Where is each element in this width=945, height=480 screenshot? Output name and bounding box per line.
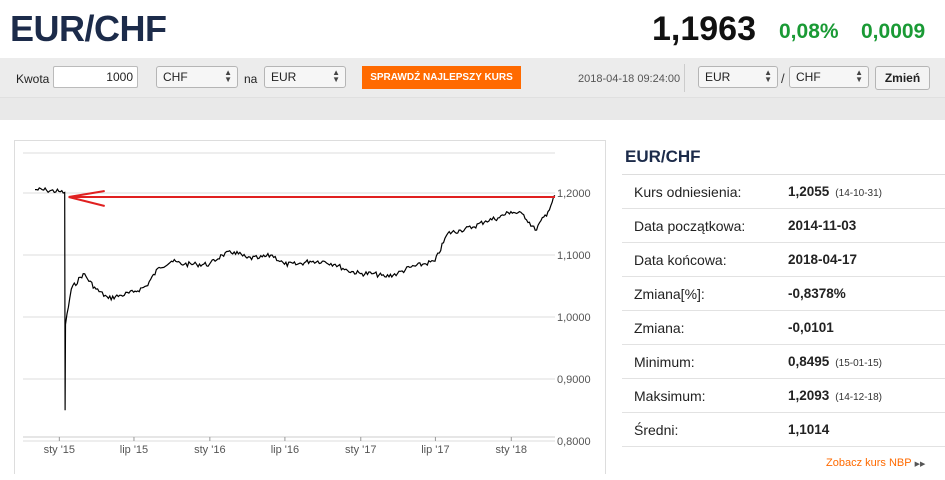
info-row-number: 1,2093 <box>788 388 830 403</box>
rate-chart: 1,2000 1,1000 1,0000 0,9000 0,8000 sty '15 lip… <box>23 152 591 456</box>
info-row-value: 2018-04-17 <box>788 252 863 267</box>
base-currency-value: EUR <box>705 70 731 84</box>
nbp-link-label: Zobacz kurs NBP <box>826 457 912 469</box>
from-currency-value: CHF <box>163 70 188 84</box>
header: EUR/CHF 1,1963 0,08% 0,0009 <box>0 0 945 58</box>
updown-arrow-icon: ▲ ▼ <box>224 68 232 84</box>
info-row-label: Minimum: <box>634 354 695 370</box>
info-row-label: Kurs odniesienia: <box>634 184 742 200</box>
info-row-value: 2014-11-03 <box>788 218 862 233</box>
current-rate: 1,1963 <box>652 10 756 48</box>
info-row-label: Data początkowa: <box>634 218 746 234</box>
info-row-number: -0,8378% <box>788 286 846 301</box>
pair-title: EUR/CHF <box>10 8 167 49</box>
info-row-label: Data końcowa: <box>634 252 727 268</box>
y-tick-label: 1,1000 <box>557 250 591 262</box>
divider <box>684 64 685 92</box>
info-row: Zmiana: -0,0101 <box>622 311 945 345</box>
info-row-number: 1,2055 <box>788 184 830 199</box>
info-row-number: 2014-11-03 <box>788 218 857 233</box>
info-row-value: 1,2055 (14-10-31) <box>788 184 882 199</box>
rate-timestamp: 2018-04-18 09:24:00 <box>578 73 681 85</box>
change-absolute: 0,0009 <box>861 20 926 43</box>
info-title: EUR/CHF <box>622 142 945 175</box>
nbp-link[interactable]: Zobacz kurs NBP ▶▶ <box>826 457 925 469</box>
updown-arrow-icon: ▲ ▼ <box>332 68 340 84</box>
chart-panel: 1,2000 1,1000 1,0000 0,9000 0,8000 sty '15 lip… <box>14 140 606 474</box>
base-currency-select[interactable]: EUR ▲ ▼ <box>698 66 778 88</box>
info-row-value: 1,1014 <box>788 422 835 437</box>
y-tick-label: 0,8000 <box>557 436 591 448</box>
annotation-arrowhead <box>68 190 105 207</box>
info-table: Kurs odniesienia: 1,2055 (14-10-31) Data po… <box>622 175 945 447</box>
x-tick-label: sty '15 <box>44 444 75 456</box>
info-row-value: -0,0101 <box>788 320 840 335</box>
rate-series-line <box>35 186 556 411</box>
double-arrow-right-icon: ▶▶ <box>914 461 926 468</box>
x-tick-label: lip '15 <box>120 444 148 456</box>
updown-arrow-icon: ▲ ▼ <box>764 68 772 84</box>
converter-toolbar: Kwota 1000 CHF ▲ ▼ na EUR ▲ ▼ SPRAWDŹ NAJL… <box>0 58 945 98</box>
info-row: Zmiana[%]: -0,8378% <box>622 277 945 311</box>
x-tick-label: lip '17 <box>421 444 449 456</box>
info-row-value: 1,2093 (14-12-18) <box>788 388 882 403</box>
x-tick-label: sty '17 <box>345 444 376 456</box>
info-row-label: Zmiana: <box>634 320 685 336</box>
info-row: Data końcowa: 2018-04-17 <box>622 243 945 277</box>
pair-separator: / <box>781 71 785 86</box>
to-label: na <box>244 72 258 86</box>
y-tick-label: 0,9000 <box>557 374 591 386</box>
info-row: Kurs odniesienia: 1,2055 (14-10-31) <box>622 175 945 209</box>
info-row-value: -0,8378% <box>788 286 852 301</box>
change-pair-button[interactable]: Zmień <box>875 66 930 90</box>
section-gap <box>0 98 945 120</box>
best-rate-button[interactable]: SPRAWDŹ NAJLEPSZY KURS <box>362 66 521 89</box>
y-tick-label: 1,0000 <box>557 312 591 324</box>
quote-currency-select[interactable]: CHF ▲ ▼ <box>789 66 869 88</box>
info-row: Minimum: 0,8495 (15-01-15) <box>622 345 945 379</box>
info-row-number: 0,8495 <box>788 354 830 369</box>
y-tick-label: 1,2000 <box>557 188 591 200</box>
info-row-number: 1,1014 <box>788 422 830 437</box>
to-currency-value: EUR <box>271 70 297 84</box>
info-row: Średni: 1,1014 <box>622 413 945 447</box>
info-row-label: Średni: <box>634 422 679 438</box>
updown-arrow-icon: ▲ ▼ <box>855 68 863 84</box>
x-tick-label: lip '16 <box>271 444 299 456</box>
main-content: 1,2000 1,1000 1,0000 0,9000 0,8000 sty '15 lip… <box>0 120 945 474</box>
quote-currency-value: CHF <box>796 70 821 84</box>
info-panel: EUR/CHF Kurs odniesienia: 1,2055 (14-10-31… <box>622 142 945 447</box>
from-currency-select[interactable]: CHF ▲ ▼ <box>156 66 238 88</box>
info-row-number: 2018-04-17 <box>788 252 858 267</box>
info-row-label: Maksimum: <box>634 388 706 404</box>
info-row-value: 0,8495 (15-01-15) <box>788 354 882 369</box>
info-row-date: (15-01-15) <box>835 358 882 369</box>
info-row-number: -0,0101 <box>788 320 834 335</box>
info-row-date: (14-10-31) <box>835 188 882 199</box>
amount-input[interactable]: 1000 <box>53 66 138 88</box>
x-tick-label: sty '18 <box>496 444 527 456</box>
info-row: Data początkowa: 2014-11-03 <box>622 209 945 243</box>
x-tick-label: sty '16 <box>194 444 225 456</box>
to-currency-select[interactable]: EUR ▲ ▼ <box>264 66 346 88</box>
change-percent: 0,08% <box>779 20 839 43</box>
info-row: Maksimum: 1,2093 (14-12-18) <box>622 379 945 413</box>
amount-label: Kwota <box>16 72 50 86</box>
info-row-date: (14-12-18) <box>835 392 882 403</box>
info-row-label: Zmiana[%]: <box>634 286 705 302</box>
